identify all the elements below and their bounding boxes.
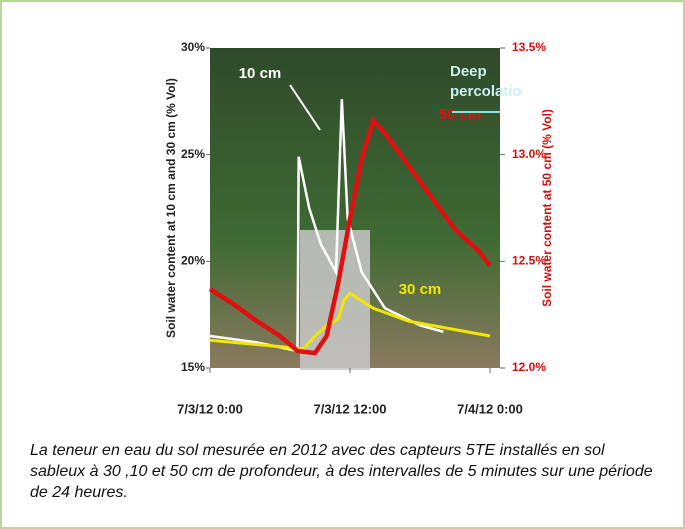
y-tick-label: 20% — [181, 254, 205, 268]
series-label: 30 cm — [399, 281, 442, 298]
series-label: 50 cm — [439, 106, 482, 123]
y-axis-label: Soil water content at 10 cm and 30 cm (%… — [164, 78, 178, 338]
y-tick-label: 25% — [181, 147, 205, 161]
caption: La teneur en eau du sol mesurée en 2012 … — [30, 440, 660, 503]
x-tick-label: 7/3/12 12:00 — [313, 401, 386, 416]
y-tick-label: 15% — [181, 360, 205, 374]
x-tick-label: 7/4/12 0:00 — [457, 401, 523, 416]
y2-axis-label: Soil water content at 50 cm (% Vol) — [540, 109, 554, 307]
y-tick-label: 30% — [181, 40, 205, 54]
chart: Soil water content at 10 cm and 30 cm (%… — [0, 0, 685, 440]
y2-tick-label: 13.0% — [512, 147, 546, 161]
y2-tick-label: 12.0% — [512, 360, 546, 374]
x-tick-label: 7/3/12 0:00 — [177, 401, 243, 416]
annotation: percolatio — [450, 83, 522, 100]
annotation: Deep — [450, 63, 487, 80]
y2-tick-label: 13.5% — [512, 40, 546, 54]
series-label: 10 cm — [239, 65, 282, 82]
y2-tick-label: 12.5% — [512, 254, 546, 268]
